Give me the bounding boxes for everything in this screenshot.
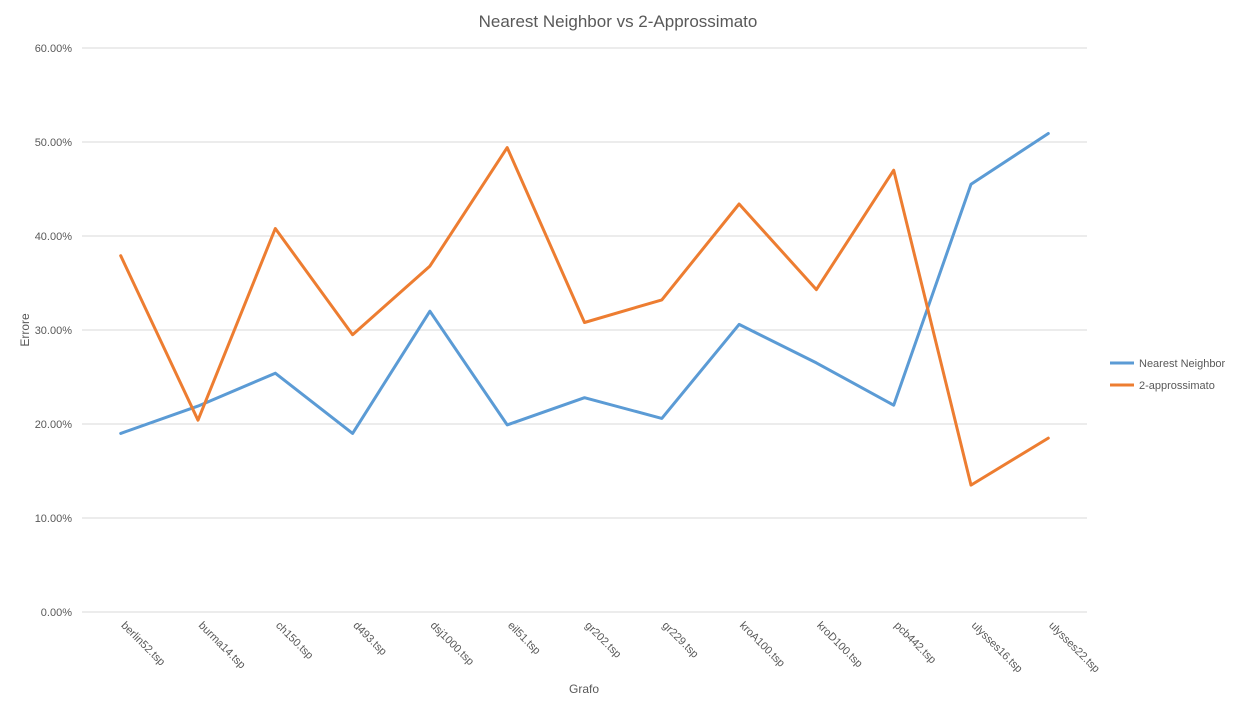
series-lines (119, 132, 1050, 487)
y-tick-label: 20.00% (35, 419, 73, 431)
x-tick-label: gr202.tsp (582, 620, 623, 661)
x-tick-label: eil51.tsp (505, 620, 542, 657)
x-tick-label: burma14.tsp (196, 620, 248, 672)
x-tick-label: kroD100.tsp (814, 620, 864, 670)
y-tick-label: 60.00% (35, 43, 73, 55)
y-tick-label: 10.00% (35, 513, 73, 525)
chart-title: Nearest Neighbor vs 2-Approssimato (479, 12, 758, 31)
series-line-0 (119, 132, 1050, 435)
x-tick-label: ch150.tsp (273, 620, 315, 662)
y-tick-label: 0.00% (41, 607, 72, 619)
x-tick-label: dsj1000.tsp (428, 620, 476, 668)
x-tick-label: gr229.tsp (660, 620, 701, 661)
y-tick-label: 30.00% (35, 325, 73, 337)
series-line-1 (119, 146, 1050, 487)
x-tick-label: ulysses22.tsp (1046, 620, 1102, 676)
y-tick-label: 50.00% (35, 137, 73, 149)
x-tick-label: kroA100.tsp (737, 620, 787, 670)
x-axis-ticks: berlin52.tsp burma14.tsp ch150.tsp d493.tsp… (119, 620, 1102, 676)
gridlines (82, 47, 1087, 613)
x-tick-label: berlin52.tsp (119, 620, 168, 669)
y-axis-label: Errore (18, 313, 32, 347)
legend-label: 2-approssimato (1139, 380, 1215, 392)
x-tick-label: ulysses16.tsp (969, 620, 1025, 676)
x-axis-label: Grafo (569, 682, 599, 696)
y-axis-ticks: 0.00% 10.00% 20.00% 30.00% 40.00% 50.00% 60.00… (35, 43, 73, 619)
x-tick-label: pcb442.tsp (892, 620, 939, 667)
y-tick-label: 40.00% (35, 231, 73, 243)
legend-label: Nearest Neighbor (1139, 358, 1226, 370)
x-tick-label: d493.tsp (350, 620, 388, 658)
legend: Nearest Neighbor 2-approssimato (1110, 358, 1226, 392)
